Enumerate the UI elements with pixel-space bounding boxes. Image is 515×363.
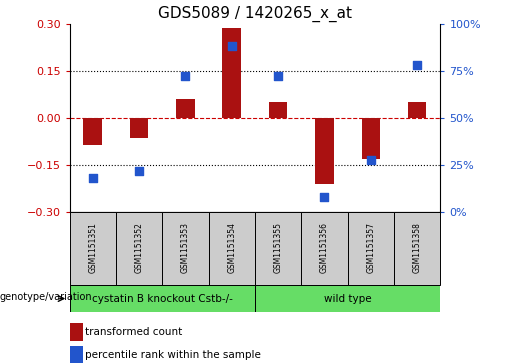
- Text: percentile rank within the sample: percentile rank within the sample: [85, 350, 261, 360]
- Bar: [209, 212, 255, 285]
- Text: transformed count: transformed count: [85, 327, 182, 337]
- Bar: [255, 285, 440, 312]
- Text: genotype/variation: genotype/variation: [0, 292, 93, 302]
- Bar: [70, 212, 116, 285]
- Point: [274, 74, 282, 79]
- Point: [413, 62, 421, 68]
- Text: GSM1151358: GSM1151358: [413, 222, 422, 273]
- Text: GSM1151353: GSM1151353: [181, 222, 190, 273]
- Bar: [70, 285, 255, 312]
- Bar: [362, 118, 380, 159]
- Text: cystatin B knockout Cstb-/-: cystatin B knockout Cstb-/-: [92, 294, 233, 303]
- Bar: [222, 28, 241, 118]
- Text: GSM1151356: GSM1151356: [320, 222, 329, 273]
- Text: wild type: wild type: [324, 294, 371, 303]
- Bar: [408, 102, 426, 118]
- Point: [228, 43, 236, 49]
- Point: [320, 194, 329, 200]
- Bar: [116, 212, 162, 285]
- Bar: [269, 102, 287, 118]
- Point: [367, 156, 375, 162]
- Bar: [255, 212, 301, 285]
- Bar: [315, 118, 334, 184]
- Text: GSM1151351: GSM1151351: [88, 222, 97, 273]
- Bar: [162, 212, 209, 285]
- Bar: [70, 323, 83, 340]
- Text: GSM1151357: GSM1151357: [366, 222, 375, 273]
- Text: GSM1151352: GSM1151352: [134, 222, 144, 273]
- Bar: [130, 118, 148, 138]
- Title: GDS5089 / 1420265_x_at: GDS5089 / 1420265_x_at: [158, 6, 352, 22]
- Bar: [348, 212, 394, 285]
- Bar: [176, 99, 195, 118]
- Text: GSM1151354: GSM1151354: [227, 222, 236, 273]
- Point: [181, 74, 190, 79]
- Point: [135, 168, 143, 174]
- Bar: [394, 212, 440, 285]
- Bar: [83, 118, 102, 145]
- Bar: [301, 212, 348, 285]
- Bar: [70, 346, 83, 363]
- Text: GSM1151355: GSM1151355: [273, 222, 283, 273]
- Point: [89, 175, 97, 181]
